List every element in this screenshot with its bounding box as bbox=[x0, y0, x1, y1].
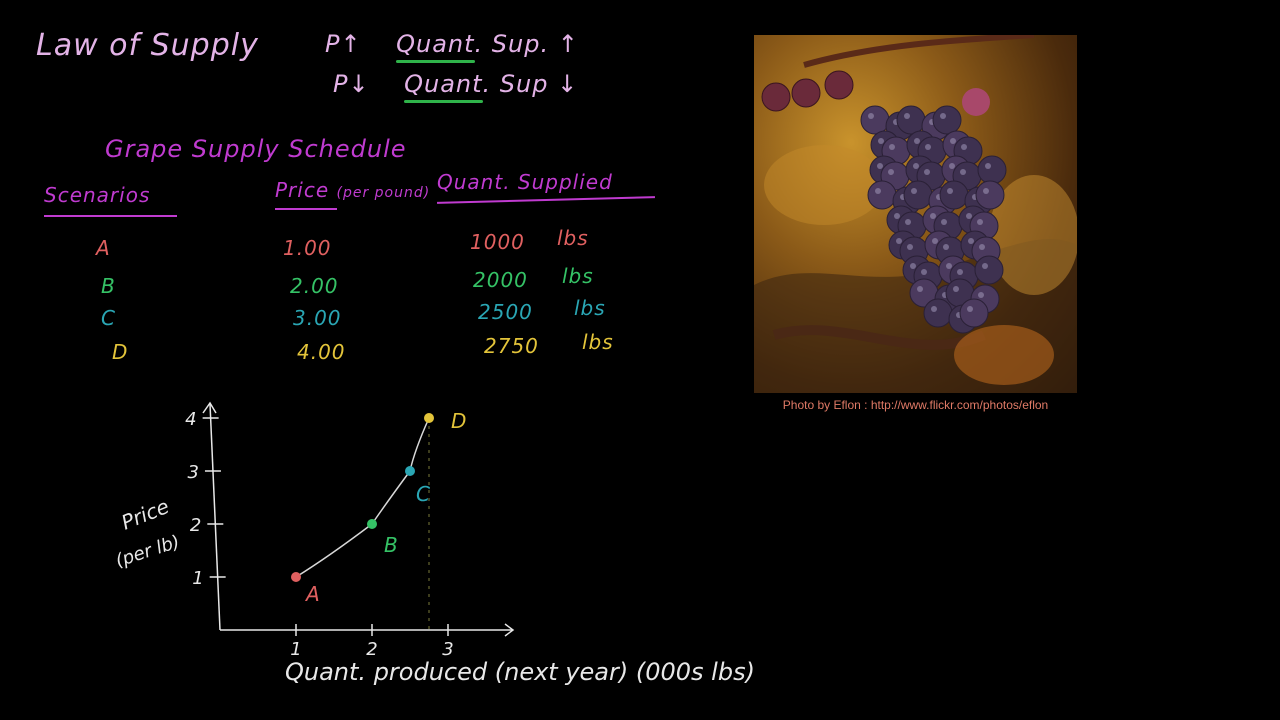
y-tick-label-2: 2 bbox=[190, 515, 201, 536]
point-label-d: D bbox=[451, 409, 466, 433]
y-tick-label-3: 3 bbox=[188, 462, 199, 483]
law-of-supply-title: Law of Supply bbox=[36, 28, 259, 63]
unit-c: lbs bbox=[574, 296, 606, 320]
qty-b: 2000 bbox=[473, 268, 528, 292]
column-header-price: Price (per pound) bbox=[275, 178, 430, 202]
price-a: 1.00 bbox=[283, 236, 332, 260]
rule-down-rest: . Sup ↓ bbox=[482, 70, 579, 98]
price-unit-label: (per pound) bbox=[336, 185, 431, 201]
scenario-d: D bbox=[112, 340, 129, 364]
schedule-title: Grape Supply Schedule bbox=[105, 135, 407, 163]
x-tick-label-3: 3 bbox=[442, 639, 453, 660]
scenarios-underline bbox=[44, 215, 177, 217]
price-c: 3.00 bbox=[293, 306, 342, 330]
point-d bbox=[424, 413, 434, 423]
y-axis-unit-label: (per lb) bbox=[113, 531, 182, 571]
rule-price-down: P↓ Quant. Sup ↓ bbox=[333, 70, 579, 103]
x-axis-arrow bbox=[504, 623, 515, 637]
unit-d: lbs bbox=[582, 330, 614, 354]
y-axis-arrow bbox=[202, 401, 217, 414]
rule-down-price: P↓ bbox=[333, 70, 370, 98]
y-axis bbox=[209, 403, 221, 631]
point-c bbox=[405, 466, 415, 476]
point-label-b: B bbox=[384, 533, 398, 557]
column-header-scenarios: Scenarios bbox=[44, 183, 151, 207]
scenario-b: B bbox=[101, 274, 116, 298]
unit-a: lbs bbox=[557, 226, 589, 250]
rule-up-rest: . Sup. ↑ bbox=[474, 30, 579, 58]
y-tick-label-4: 4 bbox=[185, 409, 196, 430]
price-label: Price bbox=[275, 178, 330, 202]
qty-a: 1000 bbox=[470, 230, 525, 254]
rule-down-word: Quant bbox=[404, 70, 483, 103]
point-label-c: C bbox=[416, 482, 430, 506]
y-tick-label-1: 1 bbox=[192, 568, 203, 589]
rule-price-up: P↑ Quant. Sup. ↑ bbox=[325, 30, 579, 63]
grape-cluster bbox=[761, 70, 1007, 334]
x-axis-label: Quant. produced (next year) (000s lbs) bbox=[285, 658, 755, 686]
qty-d: 2750 bbox=[484, 334, 539, 358]
unit-b: lbs bbox=[562, 264, 594, 288]
rule-up-price: P↑ bbox=[325, 30, 362, 58]
y-axis-label: Price bbox=[118, 494, 173, 535]
x-tick-label-2: 2 bbox=[366, 639, 377, 660]
rule-up-word: Quant bbox=[396, 30, 475, 63]
point-label-a: A bbox=[304, 582, 320, 606]
price-b: 2.00 bbox=[290, 274, 339, 298]
scenario-a: A bbox=[96, 236, 111, 260]
chart-axes bbox=[202, 401, 515, 637]
point-a bbox=[291, 572, 301, 582]
point-b bbox=[367, 519, 377, 529]
x-tick-label-1: 1 bbox=[290, 639, 301, 660]
photo-credit: Photo by Eflon : http://www.flickr.com/p… bbox=[782, 398, 1049, 412]
price-d: 4.00 bbox=[297, 340, 346, 364]
qty-c: 2500 bbox=[478, 300, 533, 324]
column-header-quantity: Quant. Supplied bbox=[437, 170, 613, 194]
grapes-photo bbox=[754, 35, 1077, 393]
price-underline bbox=[275, 208, 337, 210]
supply-curve bbox=[295, 417, 430, 578]
scenario-c: C bbox=[101, 306, 116, 330]
